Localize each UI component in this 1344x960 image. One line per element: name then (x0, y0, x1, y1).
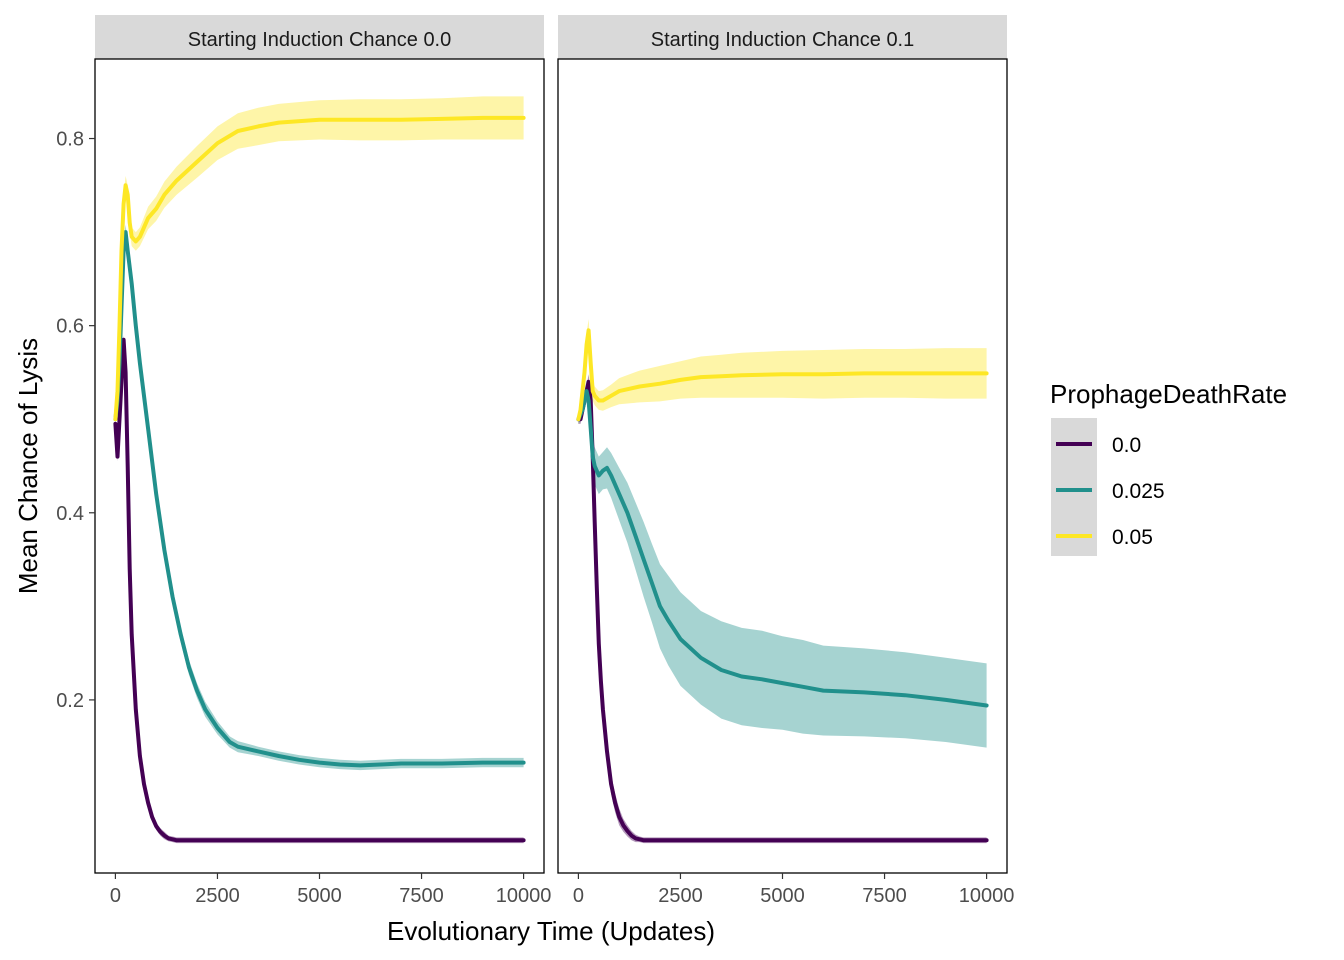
panel-background-1 (558, 59, 1007, 873)
x-tick-label: 2500 (195, 885, 240, 907)
y-tick-label: 0.8 (56, 129, 84, 151)
x-tick-label: 10000 (496, 885, 552, 907)
facet-strip-label-0: Starting Induction Chance 0.0 (188, 29, 452, 51)
x-tick-label: 2500 (658, 885, 703, 907)
facet-panel-0 (94, 58, 545, 874)
x-tick-label: 5000 (760, 885, 805, 907)
y-tick-label: 0.2 (56, 690, 84, 712)
facet-strip-1 (558, 15, 1007, 59)
legend-title: ProphageDeathRate (1050, 379, 1287, 409)
confidence-band-1-2 (578, 319, 987, 424)
facet-strip-0 (95, 15, 544, 59)
x-tick-label: 7500 (862, 885, 907, 907)
y-axis: 0.2 0.4 0.6 0.8 (56, 129, 95, 712)
confidence-band-0-2 (115, 96, 524, 424)
facet-strip-label-1: Starting Induction Chance 0.1 (651, 29, 915, 51)
series-line-0-1 (113, 230, 526, 768)
legend: ProphageDeathRate 0.0 0.025 0.05 (1050, 379, 1287, 556)
series-line-1-2 (576, 328, 989, 422)
x-axis-facet-1: 0 2500 5000 7500 10000 (573, 873, 1015, 907)
legend-entry-label: 0.0 (1112, 434, 1141, 457)
legend-entry-label: 0.05 (1112, 526, 1153, 549)
legend-key-background (1051, 418, 1097, 556)
series-line-1-1 (576, 389, 989, 708)
legend-entry-label: 0.025 (1112, 480, 1165, 503)
x-axis-facet-0: 0 2500 5000 7500 10000 (110, 873, 552, 907)
series-line-1-0 (576, 379, 989, 843)
confidence-band-1-1 (578, 379, 987, 748)
x-tick-label: 0 (110, 885, 121, 907)
y-tick-label: 0.4 (56, 503, 84, 525)
x-tick-label: 7500 (399, 885, 444, 907)
x-tick-label: 5000 (297, 885, 342, 907)
x-tick-label: 10000 (959, 885, 1015, 907)
y-axis-title: Mean Chance of Lysis (13, 338, 43, 594)
series-line-0-2 (113, 115, 526, 422)
panel-background-0 (95, 59, 544, 873)
series-line-0-0 (113, 337, 526, 843)
x-tick-label: 0 (573, 885, 584, 907)
facet-panel-1 (557, 58, 1008, 874)
x-axis-title: Evolutionary Time (Updates) (387, 916, 715, 946)
y-tick-label: 0.6 (56, 316, 84, 338)
